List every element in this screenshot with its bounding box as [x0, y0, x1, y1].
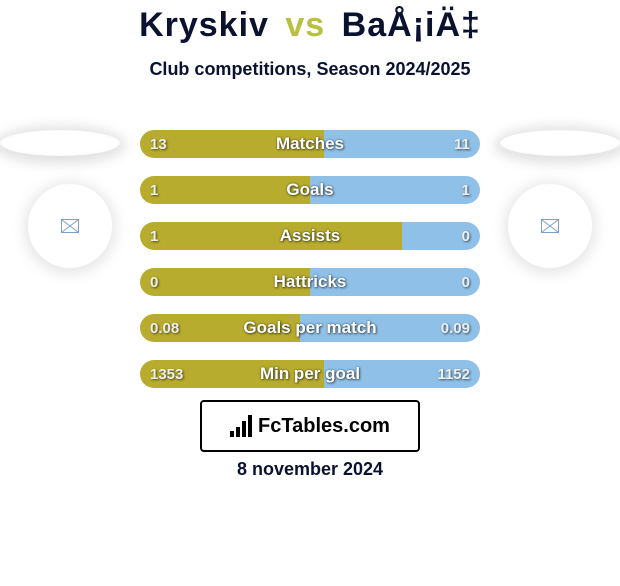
- stat-row: Matches1311: [140, 130, 480, 158]
- subtitle: Club competitions, Season 2024/2025: [0, 59, 620, 80]
- bar-left: [140, 176, 310, 204]
- placeholder-icon: [61, 219, 79, 233]
- player-left-name: Kryskiv: [139, 6, 269, 44]
- placeholder-icon: [541, 219, 559, 233]
- player-right-name: BaÅ¡iÄ‡: [342, 6, 481, 44]
- deco-circle-left: [28, 184, 112, 268]
- logo-box: FcTables.com: [200, 400, 420, 452]
- bar-left: [140, 268, 310, 296]
- bar-right: [402, 222, 480, 250]
- logo-text: FcTables.com: [258, 415, 390, 438]
- deco-circle-right: [508, 184, 592, 268]
- bar-right: [324, 130, 480, 158]
- bar-right: [300, 314, 480, 342]
- bar-right: [310, 176, 480, 204]
- stat-row: Hattricks00: [140, 268, 480, 296]
- stat-row: Goals per match0.080.09: [140, 314, 480, 342]
- bar-left: [140, 222, 402, 250]
- bar-left: [140, 314, 300, 342]
- deco-ellipse-right: [500, 130, 620, 156]
- bar-right: [324, 360, 480, 388]
- stat-row: Assists10: [140, 222, 480, 250]
- bar-left: [140, 360, 324, 388]
- page-title: Kryskiv vs BaÅ¡iÄ‡: [0, 6, 620, 45]
- bar-right: [310, 268, 480, 296]
- vs-word: vs: [285, 6, 325, 44]
- stats-container: Matches1311 Goals11 Assists10 Hattricks00 Go…: [140, 130, 480, 406]
- stat-row: Min per goal13531152: [140, 360, 480, 388]
- bar-left: [140, 130, 324, 158]
- date-text: 8 november 2024: [0, 459, 620, 480]
- deco-ellipse-left: [0, 130, 120, 156]
- stat-row: Goals11: [140, 176, 480, 204]
- bars-icon: [230, 415, 252, 437]
